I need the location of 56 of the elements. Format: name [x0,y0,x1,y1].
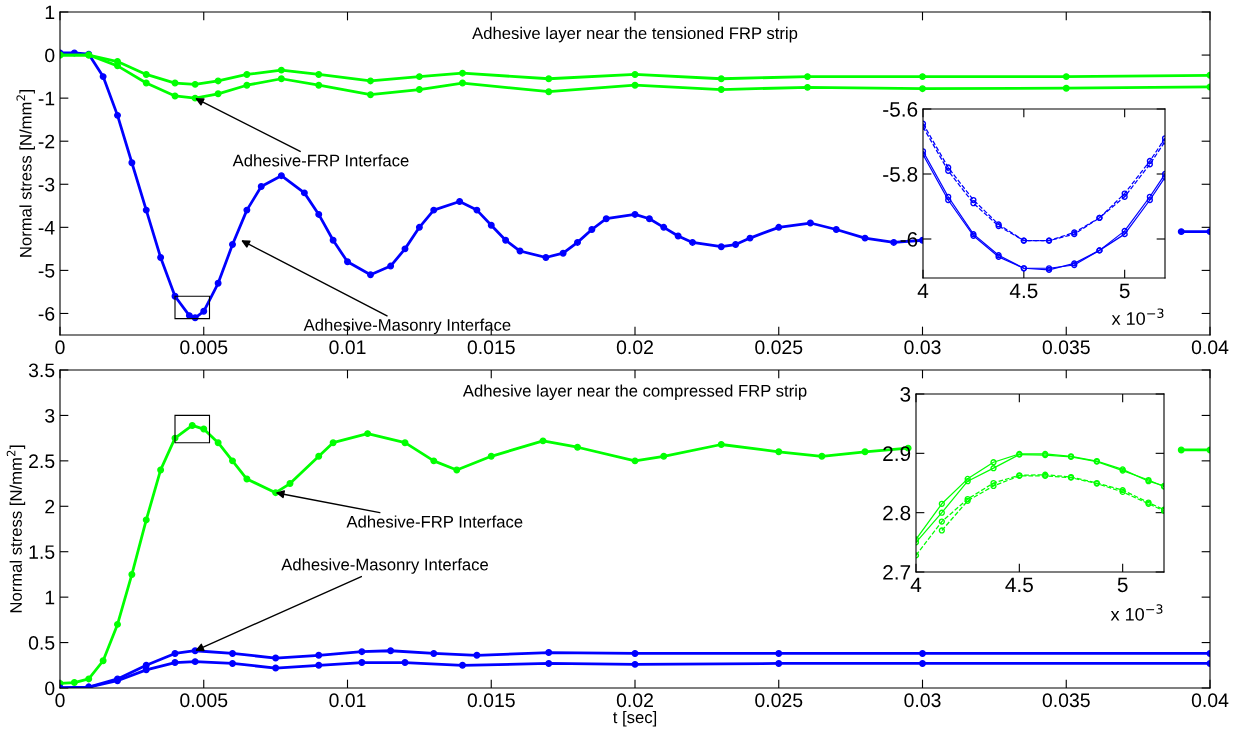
x-tick-label: 4.5 [1005,577,1033,593]
y-tick-label: 1.5 [29,545,55,559]
y-tick-label: 3.5 [28,363,55,378]
x-tick-label: 0.025 [755,693,803,708]
annotation: Adhesive-Masonry Interface [281,558,488,574]
x-tick-label: 4.5 [1009,283,1038,299]
x-tick-label: 0.04 [1191,693,1229,708]
y-tick-label: -5.8 [883,167,918,182]
y-tick-label: -5.6 [883,102,918,117]
x-tick-label: 5 [1117,577,1128,593]
x-tick-label: 0.005 [180,693,228,708]
x-tick-label: 0.035 [1042,693,1090,708]
x-tick-label: 0.03 [904,340,941,355]
y-tick-label: 2 [45,499,55,514]
y-tick-label: 3 [45,408,55,423]
x-tick-label: 0.005 [180,340,228,355]
y-tick-label: -4 [38,221,55,235]
y-tick-label: 3 [900,387,911,402]
annotation: x 10$^{−3}$ [1111,308,1164,325]
x-tick-label: 0.01 [329,340,366,355]
y-tick-label: 0 [45,48,55,63]
text: Adhesive layer near the tensioned FRP strip [472,26,798,43]
y-tick-label: 0 [45,681,55,696]
x-tick-label: 4 [910,577,922,592]
text: Adhesive layer near the compressed FRP strip [462,384,807,401]
x-tick-label: 0.02 [616,693,653,708]
y-tick-label: 2.8 [883,505,911,521]
x-tick-label: 0.02 [616,340,653,355]
y-tick-label: 2.5 [29,454,55,469]
x-tick-label: 0.03 [904,693,941,708]
x-tick-label: 0.025 [755,340,803,355]
x-tick-label: 0.015 [467,340,515,355]
y-tick-label: -3 [38,177,55,192]
annotation: x 10$^{−3}$ [1110,604,1163,621]
y-tick-label: -5 [38,264,55,278]
y-axis-title: Normal stress [N/mm$^{2}$] [16,90,35,257]
annotation: Adhesive-FRP Interface [232,154,409,167]
x-tick-label: 0 [55,693,65,708]
x-tick-label: 4 [917,283,929,298]
y-axis-title: Normal stress [N/mm$^{2}$] [6,445,26,613]
x-axis-title: t [sec] [613,710,657,727]
x-tick-label: 0.015 [467,693,515,708]
annotation: Adhesive-FRP Interface [346,515,523,528]
y-tick-label: 0.5 [28,636,55,650]
x-tick-label: 0 [55,340,65,355]
x-tick-label: 5 [1119,283,1130,299]
y-tick-label: -1 [38,91,55,106]
y-tick-label: -2 [38,134,55,149]
y-tick-label: 1 [45,5,55,20]
x-tick-label: 0.01 [329,693,366,708]
annotation: Adhesive-Masonry Interface [303,318,511,335]
y-tick-label: 1 [45,590,55,605]
x-tick-label: 0.035 [1042,340,1090,355]
y-tick-label: -6 [38,306,55,321]
y-tick-label: 2.7 [883,565,911,580]
x-tick-label: 0.04 [1191,340,1229,355]
